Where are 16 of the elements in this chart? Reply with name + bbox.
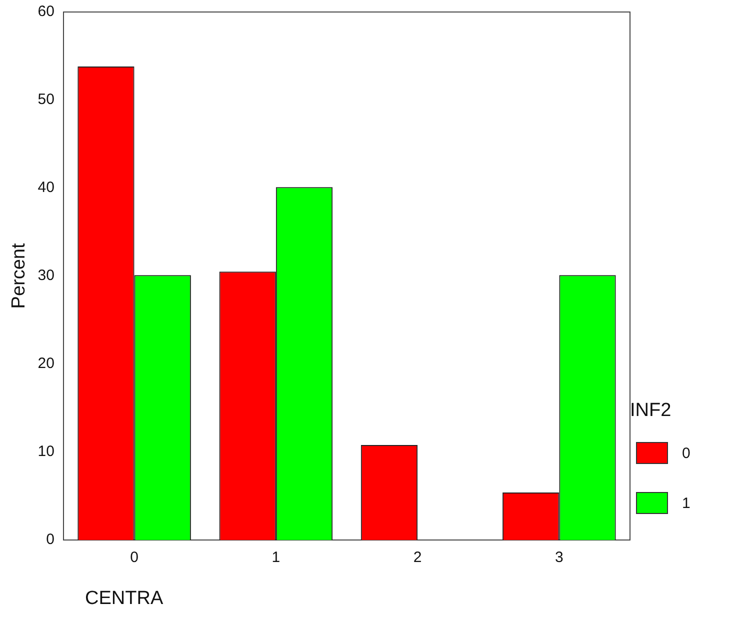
x-tick-label: 3 bbox=[555, 549, 564, 566]
y-tick-label: 60 bbox=[38, 3, 54, 20]
y-tick-label: 0 bbox=[46, 531, 54, 548]
x-tick-label: 0 bbox=[130, 549, 138, 566]
y-tick-label: 30 bbox=[38, 267, 54, 284]
y-tick-label: 10 bbox=[38, 443, 54, 460]
legend-label: 1 bbox=[682, 494, 690, 512]
y-tick-label: 20 bbox=[38, 355, 54, 372]
x-tick-label: 1 bbox=[272, 549, 280, 566]
x-tick-label: 2 bbox=[413, 549, 422, 566]
y-tick-label: 40 bbox=[38, 179, 54, 196]
x-axis-title: CENTRA bbox=[85, 588, 164, 610]
y-axis-title: Percent bbox=[8, 242, 30, 309]
legend-label: 0 bbox=[682, 444, 690, 462]
y-tick-label: 50 bbox=[38, 91, 54, 108]
legend-title: INF2 bbox=[630, 400, 672, 422]
